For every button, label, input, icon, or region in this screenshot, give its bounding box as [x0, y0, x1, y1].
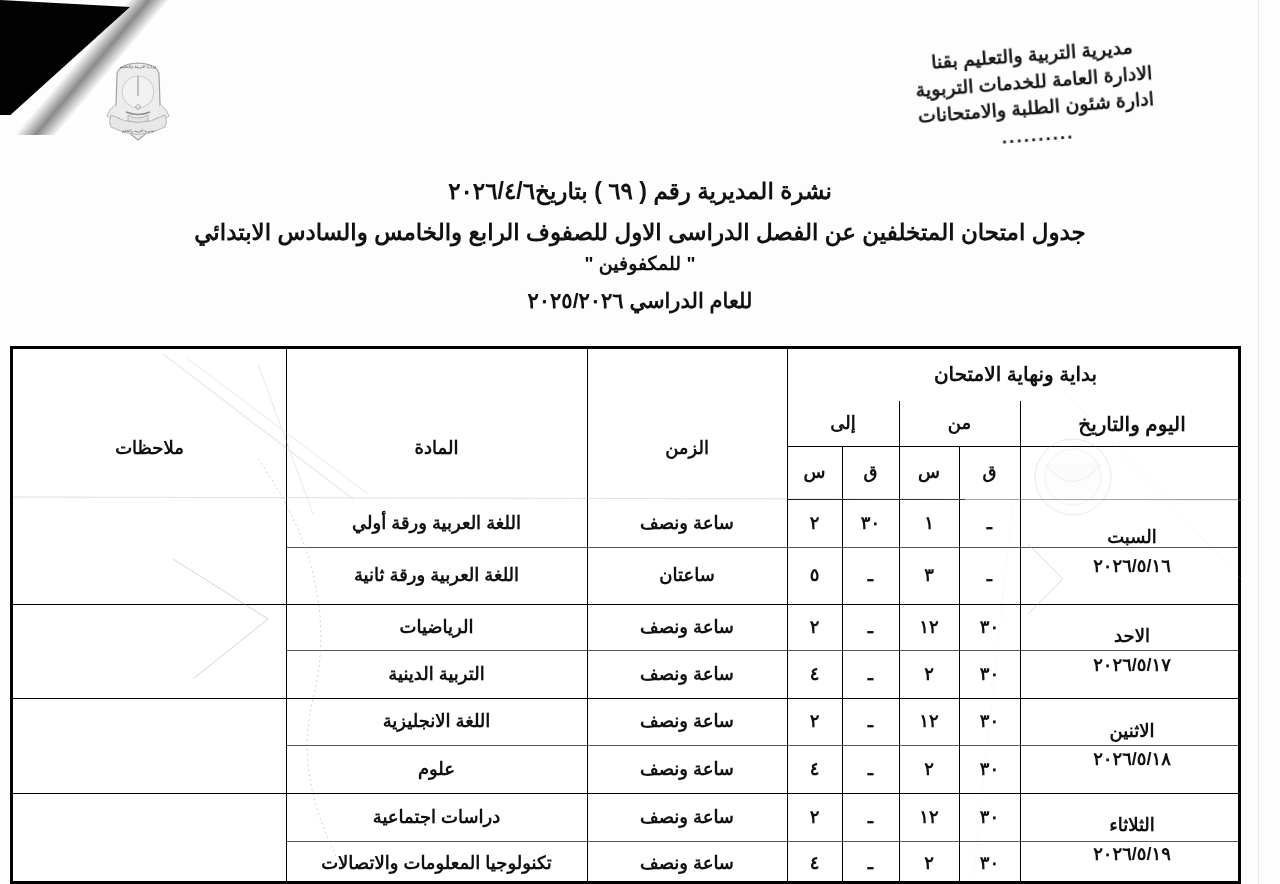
svg-text:مديرية التربية والتعليم: مديرية التربية والتعليم — [122, 128, 154, 133]
